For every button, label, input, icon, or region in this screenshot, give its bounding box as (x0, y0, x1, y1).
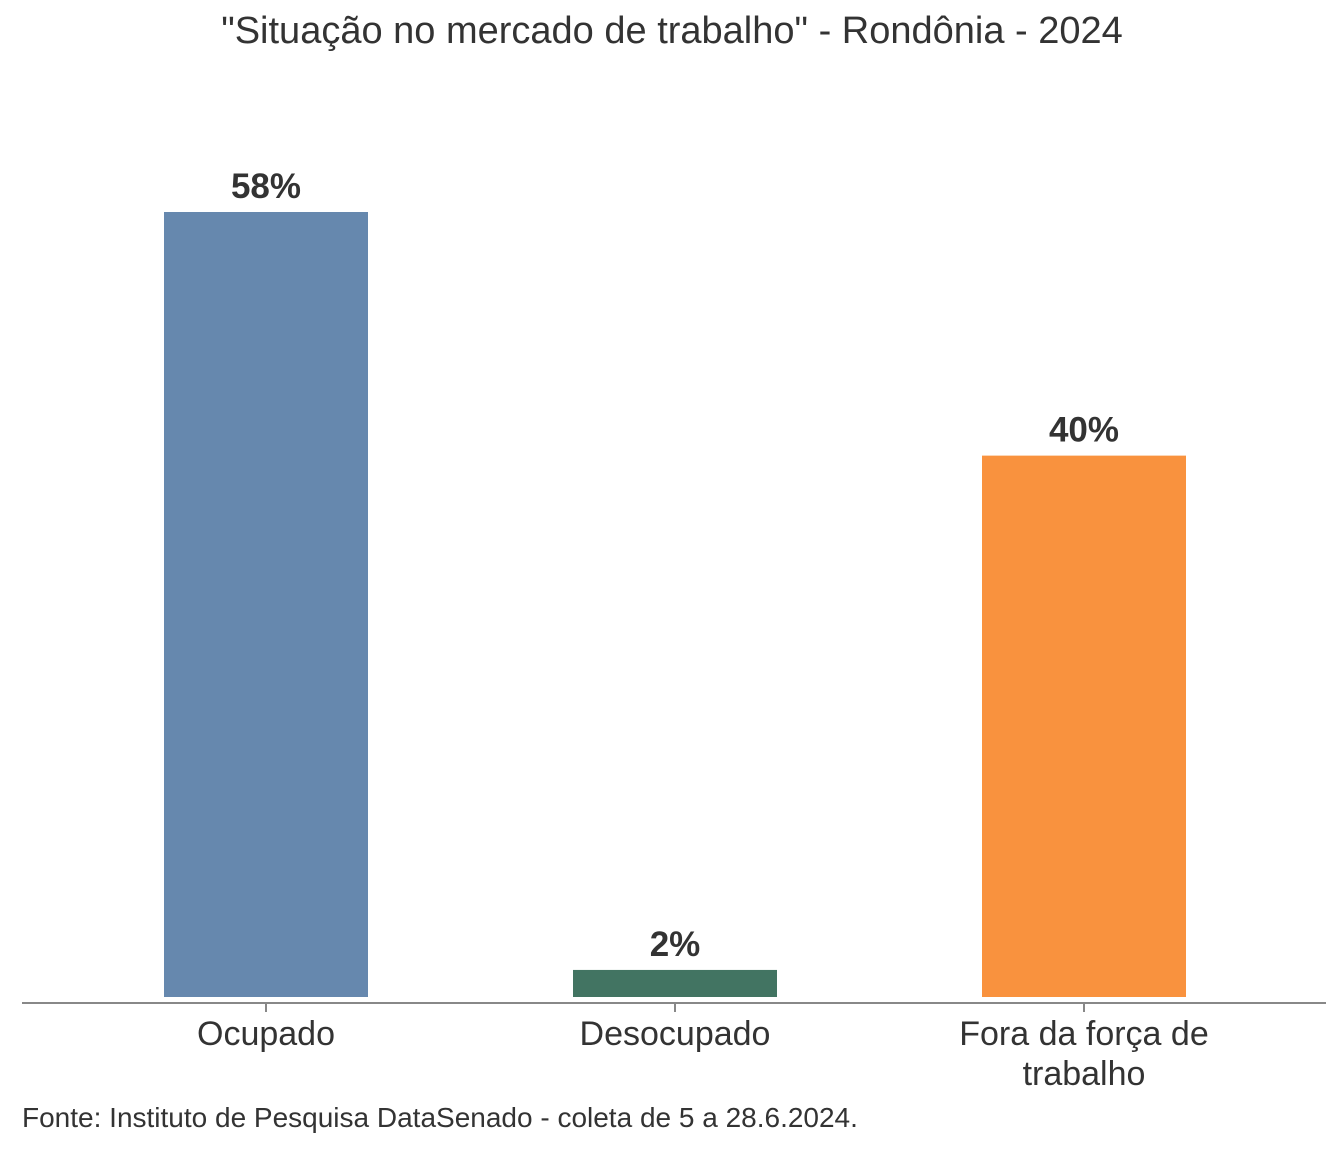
source-note: Fonte: Instituto de Pesquisa DataSenado … (22, 1102, 858, 1133)
bar-3 (982, 455, 1186, 997)
data-label-3: 40% (1049, 411, 1119, 450)
bars-layer (164, 212, 1186, 997)
category-label-line: trabalho (1023, 1055, 1146, 1093)
category-label-line: Fora da força de (959, 1015, 1208, 1053)
chart-title: "Situação no mercado de trabalho" - Rond… (221, 10, 1123, 52)
category-label-1: Ocupado (197, 1015, 335, 1053)
category-label-2: Desocupado (580, 1015, 771, 1053)
category-label-3: Fora da força de trabalho (959, 1015, 1208, 1093)
category-label-line: Desocupado (580, 1015, 771, 1053)
bar-1 (164, 212, 368, 997)
bar-2 (573, 969, 777, 997)
data-label-1: 58% (231, 167, 301, 206)
ticks-layer (265, 1003, 1085, 1012)
category-label-line: Ocupado (197, 1015, 335, 1053)
labels-layer: 58% Ocupado 2% Desocupado 40% Fora da força d… (197, 167, 1209, 1093)
data-label-2: 2% (650, 925, 701, 964)
